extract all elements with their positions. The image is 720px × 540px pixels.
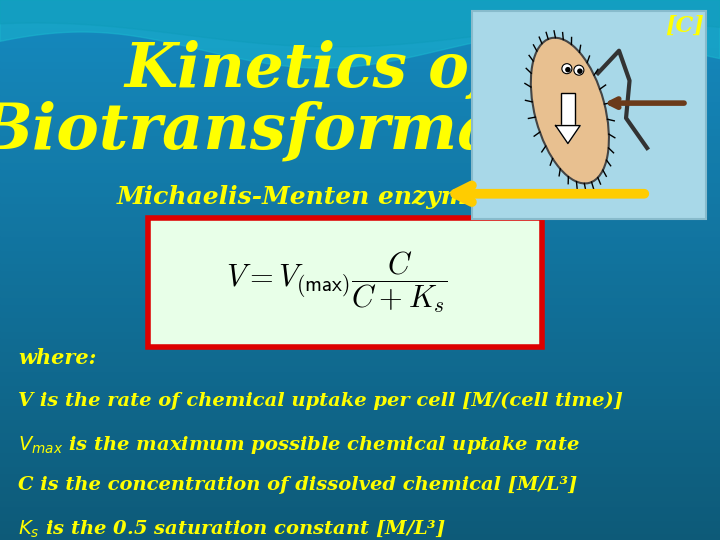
Bar [0, 351, 720, 357]
Bar [0, 534, 720, 540]
Bar [0, 20, 720, 27]
Bar [0, 399, 720, 405]
Bar [0, 189, 720, 195]
Bar [0, 438, 720, 445]
Bar [0, 291, 720, 297]
Bar [0, 297, 720, 303]
Bar [0, 364, 720, 372]
Bar [0, 513, 720, 519]
Bar [0, 156, 720, 162]
Polygon shape [556, 126, 580, 144]
Ellipse shape [562, 64, 572, 73]
Bar [0, 459, 720, 465]
Bar [0, 303, 720, 310]
Bar [0, 128, 720, 135]
Ellipse shape [531, 38, 609, 184]
Bar [0, 6, 720, 14]
Bar [0, 209, 720, 216]
Ellipse shape [577, 69, 582, 74]
Bar [0, 141, 720, 149]
Bar [0, 195, 720, 202]
Bar [0, 27, 720, 33]
Bar [0, 345, 720, 351]
Bar [0, 526, 720, 534]
Bar [0, 357, 720, 364]
Bar [0, 263, 720, 270]
Text: [C]: [C] [665, 15, 703, 37]
Bar [0, 108, 720, 115]
Text: V is the rate of chemical uptake per cell [M/(cell time)]: V is the rate of chemical uptake per cel… [18, 392, 623, 410]
Bar [0, 0, 720, 6]
Bar [0, 94, 720, 102]
Bar [0, 446, 720, 453]
Bar [0, 411, 720, 418]
Bar [0, 372, 720, 378]
Bar [0, 270, 720, 276]
Bar [0, 480, 720, 486]
Bar [0, 310, 720, 317]
Bar [0, 472, 720, 480]
Bar [0, 453, 720, 459]
Bar [0, 68, 720, 74]
Text: $V_{\mathit{max}}$ is the maximum possible chemical uptake rate: $V_{\mathit{max}}$ is the maximum possib… [18, 434, 580, 456]
Bar [0, 202, 720, 209]
Bar [0, 14, 720, 20]
Bar [0, 122, 720, 128]
Bar [0, 81, 720, 87]
Bar [0, 216, 720, 222]
Bar [0, 418, 720, 426]
Bar [0, 465, 720, 472]
Bar [0, 284, 720, 291]
Bar [0, 249, 720, 256]
Bar [0, 317, 720, 324]
Bar [0, 276, 720, 284]
Bar [0, 102, 720, 108]
Bar [0, 256, 720, 263]
Bar [0, 378, 720, 384]
Bar [472, 11, 706, 219]
Bar [0, 230, 720, 237]
Bar [0, 33, 720, 40]
Bar [0, 243, 720, 249]
Bar [0, 519, 720, 526]
Bar [0, 507, 720, 513]
Bar [0, 74, 720, 81]
Text: Michaelis-Menten enzyme kinetics: Michaelis-Menten enzyme kinetics [117, 185, 603, 209]
Text: Biotransformation: Biotransformation [0, 100, 642, 161]
Bar [0, 330, 720, 338]
Bar [0, 135, 720, 141]
Text: C is the concentration of dissolved chemical [M/L³]: C is the concentration of dissolved chem… [18, 476, 577, 494]
FancyBboxPatch shape [148, 218, 542, 347]
Bar [0, 324, 720, 330]
Bar [0, 500, 720, 507]
Bar [0, 432, 720, 438]
Bar [0, 183, 720, 189]
Bar [0, 148, 720, 156]
Bar [0, 237, 720, 243]
Bar [0, 168, 720, 176]
Bar [561, 93, 575, 126]
Bar [0, 47, 720, 54]
Text: $K_{\mathit{s}}$ is the 0.5 saturation constant [M/L³]: $K_{\mathit{s}}$ is the 0.5 saturation c… [18, 518, 446, 538]
Bar [0, 87, 720, 94]
Bar [0, 115, 720, 122]
Bar [0, 426, 720, 432]
Text: Kinetics of: Kinetics of [125, 40, 495, 100]
Bar [0, 492, 720, 500]
Bar [0, 486, 720, 492]
Bar [0, 162, 720, 168]
Text: $V = V_{\mathsf{(max)}} \dfrac{C}{C + K_s}$: $V = V_{\mathsf{(max)}} \dfrac{C}{C + K_… [226, 249, 448, 315]
Bar [0, 384, 720, 391]
Bar [0, 222, 720, 230]
Bar [0, 338, 720, 345]
Ellipse shape [574, 65, 584, 75]
Ellipse shape [565, 67, 571, 72]
Bar [0, 60, 720, 68]
Bar [0, 392, 720, 399]
Bar [0, 176, 720, 183]
Text: where:: where: [18, 348, 96, 368]
Bar [0, 40, 720, 47]
Bar [0, 405, 720, 411]
Bar [0, 54, 720, 60]
